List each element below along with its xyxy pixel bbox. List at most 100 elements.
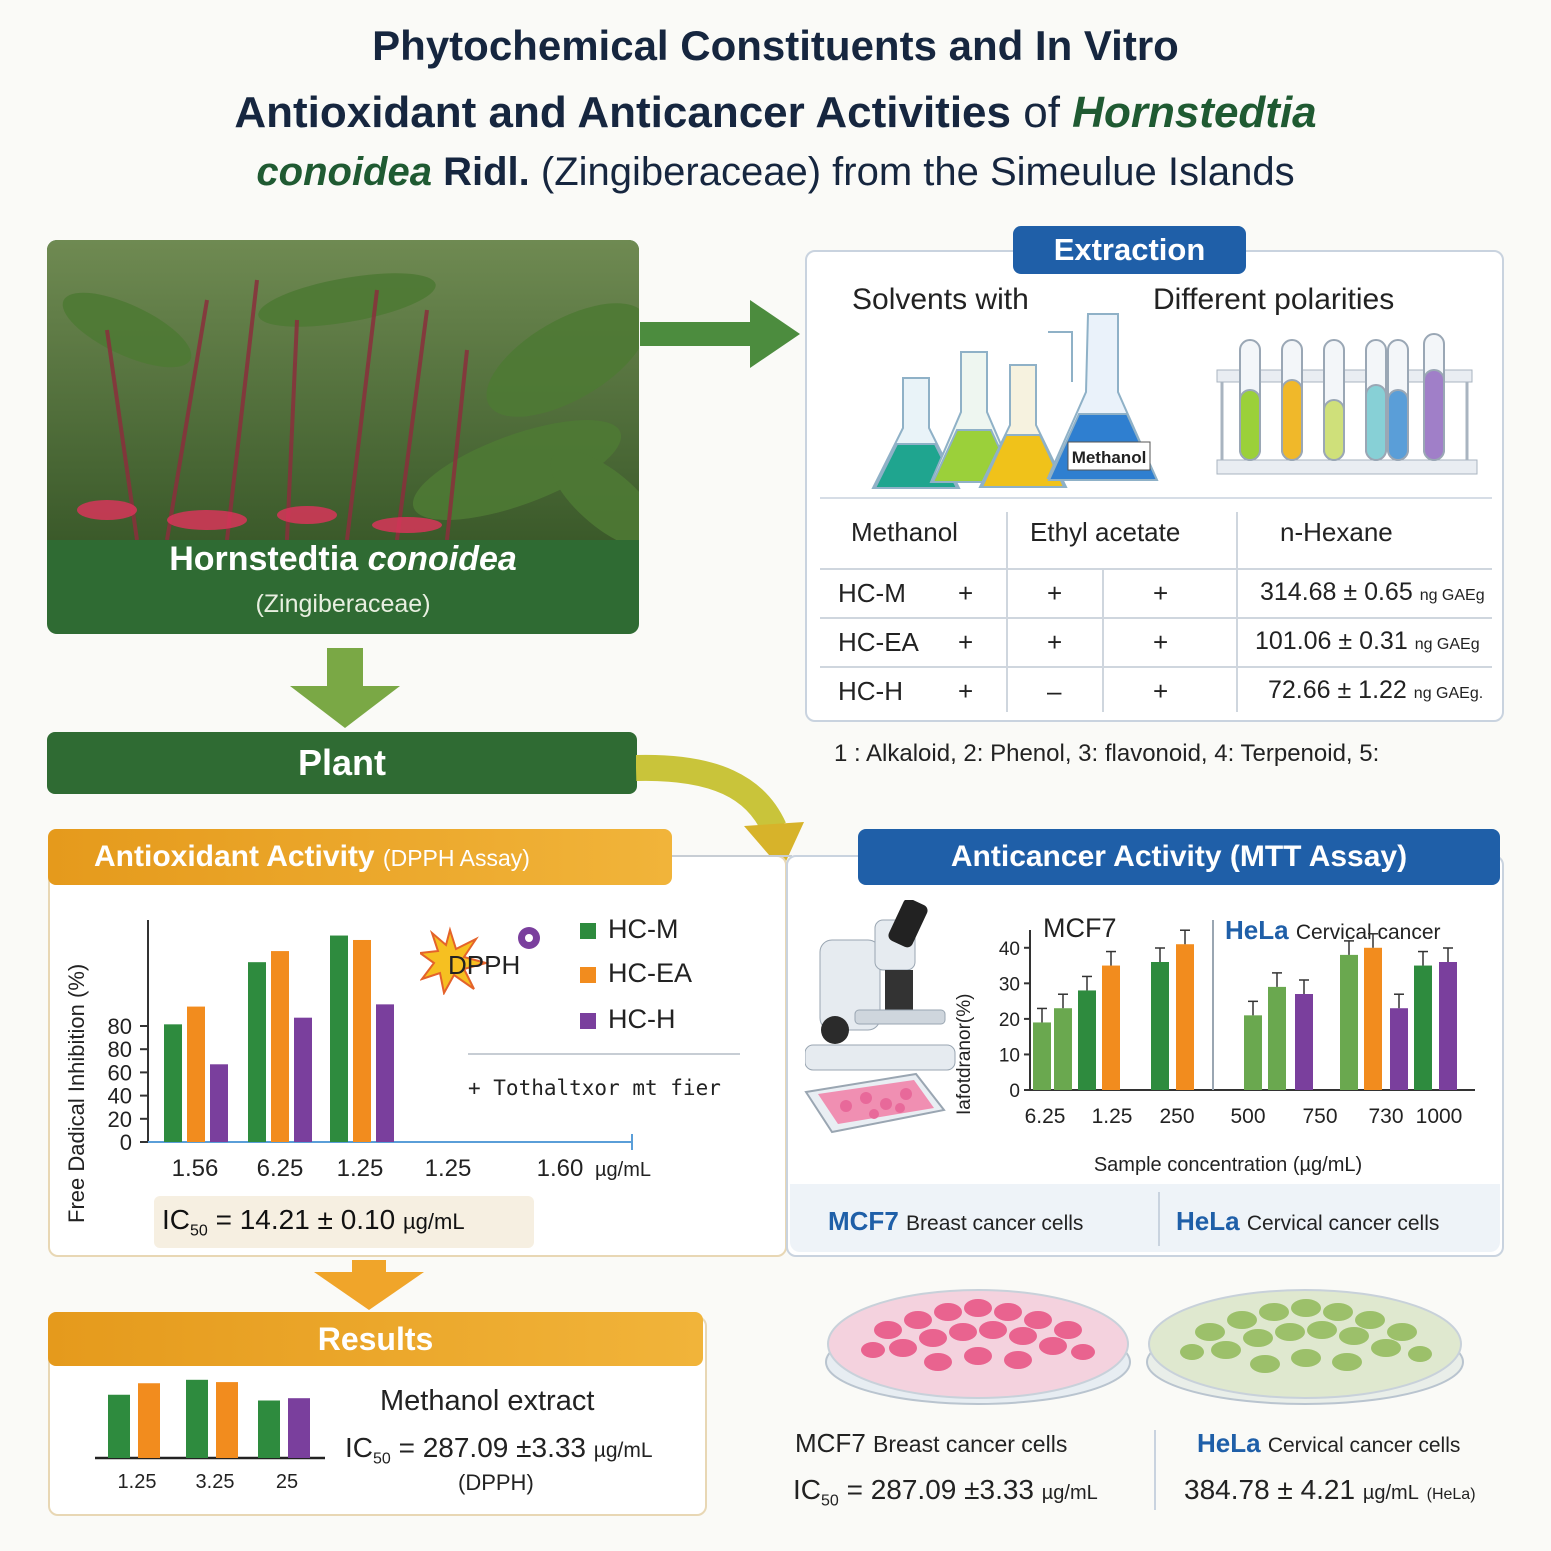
cells-mcf7-ic50: IC50 = 287.09 ±3.33 µg/mL (793, 1474, 1098, 1511)
results-heading: Methanol extract (380, 1385, 595, 1417)
footer-hela: HeLa Cervical cancer cells (1176, 1206, 1439, 1237)
title-text: of (1023, 88, 1060, 137)
bar-hc-m (186, 1379, 208, 1458)
legend-divider (468, 1053, 740, 1055)
footer-hela-name: HeLa (1176, 1206, 1240, 1236)
ic50-box (154, 1196, 534, 1248)
y-tick-label: 60 (108, 1060, 132, 1085)
antioxidant-note: + Tothaltxor mt fier (468, 1076, 721, 1100)
bar-hc-h (376, 1004, 394, 1142)
table-divider (820, 617, 1492, 619)
bar-hela (1340, 954, 1358, 1090)
bar-hela (1439, 962, 1457, 1090)
bar-hela (1364, 947, 1382, 1090)
title-species: Hornstedtia (1072, 88, 1317, 137)
x-tick-label: 1.25 (425, 1155, 472, 1182)
tpc-unit: ng GAEg (1419, 587, 1485, 604)
x-tick-label: 1.25 (337, 1155, 384, 1182)
x-tick-label: 730 (1368, 1105, 1403, 1128)
bar-hc-ea (271, 951, 289, 1142)
results-assay: (DPPH) (458, 1470, 534, 1495)
ic50-sub: 50 (373, 1450, 391, 1468)
y-tick-label: 40 (999, 939, 1020, 960)
bar-hc-h (210, 1064, 228, 1142)
connector-line (672, 855, 792, 857)
x-axis-label: Sample concentration (µg/mL) (1094, 1154, 1362, 1176)
table-divider (820, 568, 1492, 570)
table-cell: + (1153, 627, 1169, 657)
hela-tag: (HeLa) (1426, 1486, 1476, 1503)
x-tick-label: 1000 (1416, 1105, 1463, 1128)
ic50-label: IC (345, 1432, 373, 1463)
antioxidant-ic50: IC50 = 14.21 ± 0.10 µg/mL (162, 1204, 465, 1241)
table-divider (1102, 568, 1104, 712)
extraction-footnote: 1 : Alkaloid, 2: Phenol, 3: flavonoid, 4… (834, 740, 1380, 767)
table-cell: HC-EA (838, 627, 919, 657)
y-axis-label: Free Dadical Inhibition (%) (64, 964, 89, 1223)
hela-title: HeLa (1225, 915, 1289, 945)
y-tick-label: 80 (108, 1014, 132, 1039)
table-header: Ethyl acetate (1030, 517, 1181, 547)
hela-petri-dish-icon (1146, 1289, 1464, 1405)
ic50-value: = 287.09 ±3.33 (398, 1432, 586, 1463)
table-cell: + (1047, 578, 1063, 608)
table-cell: + (1047, 627, 1063, 657)
bar-mcf7 (1033, 1022, 1051, 1090)
table-cell: + (958, 676, 974, 706)
bar-hela (1244, 1015, 1262, 1090)
plant-label: Plant (47, 732, 637, 794)
x-tick-label: 750 (1302, 1105, 1337, 1128)
plant-photo (47, 240, 639, 550)
legend-swatch (580, 966, 596, 983)
cells-hela-label: HeLa Cervical cancer cells (1197, 1428, 1460, 1459)
arrow-right-icon (640, 300, 800, 368)
x-tick-label: 250 (1159, 1105, 1194, 1128)
bar-hc-ea (216, 1382, 238, 1458)
title-text: Ridl. (443, 150, 530, 194)
y-tick-label: 30 (999, 974, 1020, 995)
footer-divider (1158, 1192, 1160, 1246)
legend-label: HC-H (608, 1004, 676, 1034)
table-cell: 72.66 ± 1.22 ng GAEg. (1268, 676, 1483, 705)
tpc-value: 72.66 ± 1.22 (1268, 676, 1407, 704)
y-axis-label: Iafotdranor(%) (954, 994, 975, 1115)
footer-hela-desc: Cervical cancer cells (1246, 1212, 1440, 1235)
ic50-value: = 287.09 ±3.33 (846, 1474, 1034, 1505)
title-text: (Zingiberaceae) from the Simeulue Island… (540, 150, 1295, 194)
mcf7-chart-title: MCF7 (1043, 913, 1117, 943)
page-title-line2: Antioxidant and Anticancer Activities of… (0, 88, 1551, 138)
anticancer-tag: Anticancer Activity (MTT Assay) (858, 829, 1500, 885)
tpc-value: 101.06 ± 0.31 (1255, 627, 1408, 655)
y-tick-label: 20 (999, 1010, 1020, 1031)
legend-label: HC-EA (608, 958, 693, 988)
x-tick-label: 25 (276, 1471, 298, 1493)
x-tick-label: 1.25 (1092, 1105, 1133, 1128)
cells-mcf7-name: MCF7 (795, 1428, 866, 1458)
test-tube-rack-icon (1216, 333, 1478, 475)
tpc-value: 314.68 ± 0.65 (1260, 578, 1413, 606)
table-cell: HC-H (838, 676, 903, 706)
title-text: Antioxidant and Anticancer Activities (234, 88, 1011, 137)
ic50-sub: 50 (190, 1222, 208, 1240)
antioxidant-tag-title: Antioxidant Activity (94, 840, 375, 873)
table-cell: HC-M (838, 578, 906, 608)
table-header: n-Hexane (1280, 517, 1393, 547)
table-cell: – (1047, 676, 1062, 706)
flasks-icon (871, 313, 1159, 489)
results-tag: Results (48, 1312, 703, 1366)
title-text: Phytochemical Constituents and In Vitro (372, 22, 1179, 69)
table-cell: 314.68 ± 0.65 ng GAEg (1260, 578, 1485, 607)
mcf7-petri-dish-icon (825, 1289, 1131, 1405)
bar-mcf7 (1054, 1008, 1072, 1090)
cells-mcf7-label: MCF7 Breast cancer cells (795, 1428, 1067, 1459)
y-tick-label: 10 (999, 1045, 1020, 1066)
ic50-unit: µg/mL (1362, 1482, 1419, 1504)
ic50-value: = 14.21 ± 0.10 (215, 1204, 396, 1235)
footer-mcf7-desc: Breast cancer cells (906, 1212, 1084, 1235)
x-axis-unit: µg/mL (595, 1159, 651, 1181)
extraction-tag: Extraction (1013, 226, 1246, 274)
x-tick-label: 1.25 (118, 1471, 157, 1493)
curved-arrow-icon (636, 754, 804, 870)
bar-hc-m (164, 1024, 182, 1142)
